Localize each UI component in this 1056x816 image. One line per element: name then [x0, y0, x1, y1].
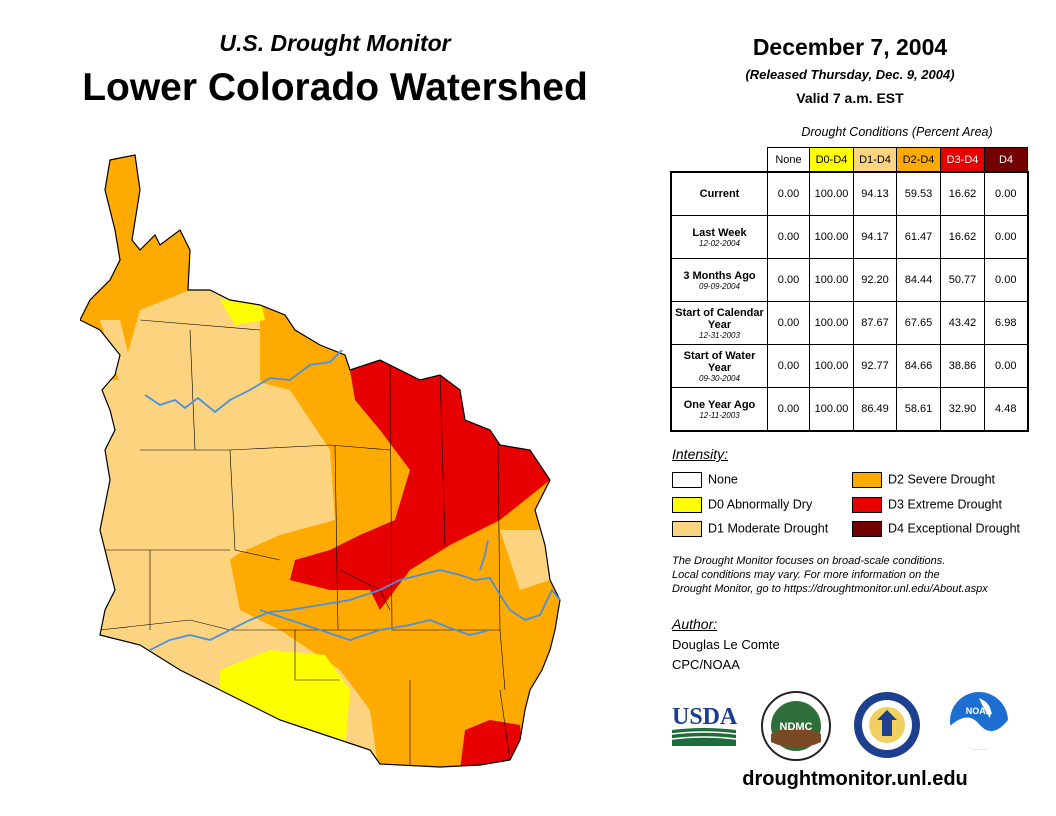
row-label: Last Week 12-02-2004 [670, 215, 768, 259]
map-subtitle: U.S. Drought Monitor [219, 30, 451, 56]
watershed-map [80, 154, 561, 768]
legend-item-none: None [672, 470, 738, 488]
col-header: D2-D4 [896, 147, 941, 173]
col-header: D0-D4 [809, 147, 854, 173]
cell: 0.00 [767, 387, 810, 432]
cell: 0.00 [984, 171, 1029, 216]
cell: 0.00 [767, 171, 810, 216]
cell: 84.66 [896, 344, 941, 388]
cell: 50.77 [940, 258, 985, 302]
cell: 86.49 [853, 387, 897, 432]
legend-item-d3: D3 Extreme Drought [852, 495, 1002, 513]
rivers [144, 349, 561, 651]
legend-swatch [672, 496, 702, 513]
cell: 0.00 [767, 301, 810, 345]
legend-swatch [852, 496, 882, 513]
usda-logo: USDA [671, 704, 738, 746]
col-header: D1-D4 [853, 147, 897, 173]
cell: 0.00 [767, 344, 810, 388]
table-row: Last Week 12-02-2004 0.00 100.00 94.17 61… [670, 215, 1029, 259]
cell: 94.17 [853, 215, 897, 259]
cell: 0.00 [984, 258, 1029, 302]
row-label: Current [670, 171, 768, 216]
author-name: Douglas Le Comte [672, 637, 780, 652]
d3-region [460, 720, 525, 767]
cell: 92.20 [853, 258, 897, 302]
cell: 0.00 [767, 258, 810, 302]
row-label: Start of Water Year 09-30-2004 [670, 344, 768, 388]
cell: 67.65 [896, 301, 941, 345]
row-label: 3 Months Ago 09-09-2004 [670, 258, 768, 302]
d1-region [500, 530, 550, 590]
release-date: (Released Thursday, Dec. 9, 2004) [745, 67, 955, 82]
valid-time: Valid 7 a.m. EST [796, 90, 904, 106]
col-header: D3-D4 [940, 147, 985, 173]
cell: 38.86 [940, 344, 985, 388]
cell: 100.00 [809, 258, 854, 302]
d0-region [220, 298, 265, 325]
legend-swatch [852, 471, 882, 488]
d1-region [230, 380, 335, 555]
cell: 6.98 [984, 301, 1029, 345]
author-org: CPC/NOAA [672, 657, 740, 672]
legend-item-d4: D4 Exceptional Drought [852, 519, 1020, 537]
row-label: One Year Ago 12-11-2003 [670, 387, 768, 432]
cell: 100.00 [809, 387, 854, 432]
svg-text:USDA: USDA [672, 704, 738, 730]
legend-swatch [672, 520, 702, 537]
row-label: Start of Calendar Year 12-31-2003 [670, 301, 768, 345]
legend-swatch [672, 471, 702, 488]
map-date: December 7, 2004 [752, 34, 948, 60]
cell: 16.62 [940, 171, 985, 216]
cell: 94.13 [853, 171, 897, 216]
cell: 87.67 [853, 301, 897, 345]
info-note: The Drought Monitor focuses on broad-sca… [672, 555, 988, 595]
table-corner [671, 148, 768, 173]
col-header: None [767, 147, 810, 173]
d3-region [290, 360, 550, 610]
cell: 100.00 [809, 344, 854, 388]
table-row: Current 0.00 100.00 94.13 59.53 16.62 0.… [670, 171, 1029, 216]
svg-text:NOAA: NOAA [966, 706, 993, 716]
cell: 16.62 [940, 215, 985, 259]
cell: 59.53 [896, 171, 941, 216]
cell: 0.00 [984, 344, 1029, 388]
legend-item-d0: D0 Abnormally Dry [672, 495, 812, 513]
svg-text:NDMC: NDMC [780, 721, 813, 733]
ndmc-logo: NDMC [761, 691, 831, 761]
legend-swatch [852, 520, 882, 537]
d1-region [100, 320, 140, 400]
cell: 100.00 [809, 171, 854, 216]
table-row: One Year Ago 12-11-2003 0.00 100.00 86.49… [670, 387, 1029, 432]
table-row: Start of Water Year 09-30-2004 0.00 100.0… [670, 344, 1029, 388]
cell: 0.00 [984, 215, 1029, 259]
cell: 43.42 [940, 301, 985, 345]
legend-item-d1: D1 Moderate Drought [672, 519, 828, 537]
cell: 100.00 [809, 215, 854, 259]
author-heading: Author: [672, 616, 718, 632]
drought-stats-table: None D0-D4 D1-D4 D2-D4 D3-D4 D4 Current … [670, 147, 1029, 432]
cell: 32.90 [940, 387, 985, 432]
table-row: 3 Months Ago 09-09-2004 0.00 100.00 92.20… [670, 258, 1029, 302]
table-caption: Drought Conditions (Percent Area) [801, 125, 993, 139]
watershed-outline [80, 154, 561, 768]
website-url[interactable]: droughtmonitor.unl.edu [742, 768, 968, 790]
cell: 4.48 [984, 387, 1029, 432]
legend-title: Intensity: [672, 446, 729, 462]
county-boundaries [99, 319, 511, 767]
noaa-logo: NOAA [950, 692, 1008, 750]
cell: 58.61 [896, 387, 941, 432]
legend-item-d2: D2 Severe Drought [852, 470, 995, 488]
cell: 84.44 [896, 258, 941, 302]
commerce-seal-logo [854, 692, 920, 758]
col-header: D4 [984, 147, 1028, 173]
cell: 61.47 [896, 215, 941, 259]
table-row: Start of Calendar Year 12-31-2003 0.00 10… [670, 301, 1029, 345]
map-title: Lower Colorado Watershed [82, 66, 588, 109]
cell: 0.00 [767, 215, 810, 259]
cell: 100.00 [809, 301, 854, 345]
cell: 92.77 [853, 344, 897, 388]
